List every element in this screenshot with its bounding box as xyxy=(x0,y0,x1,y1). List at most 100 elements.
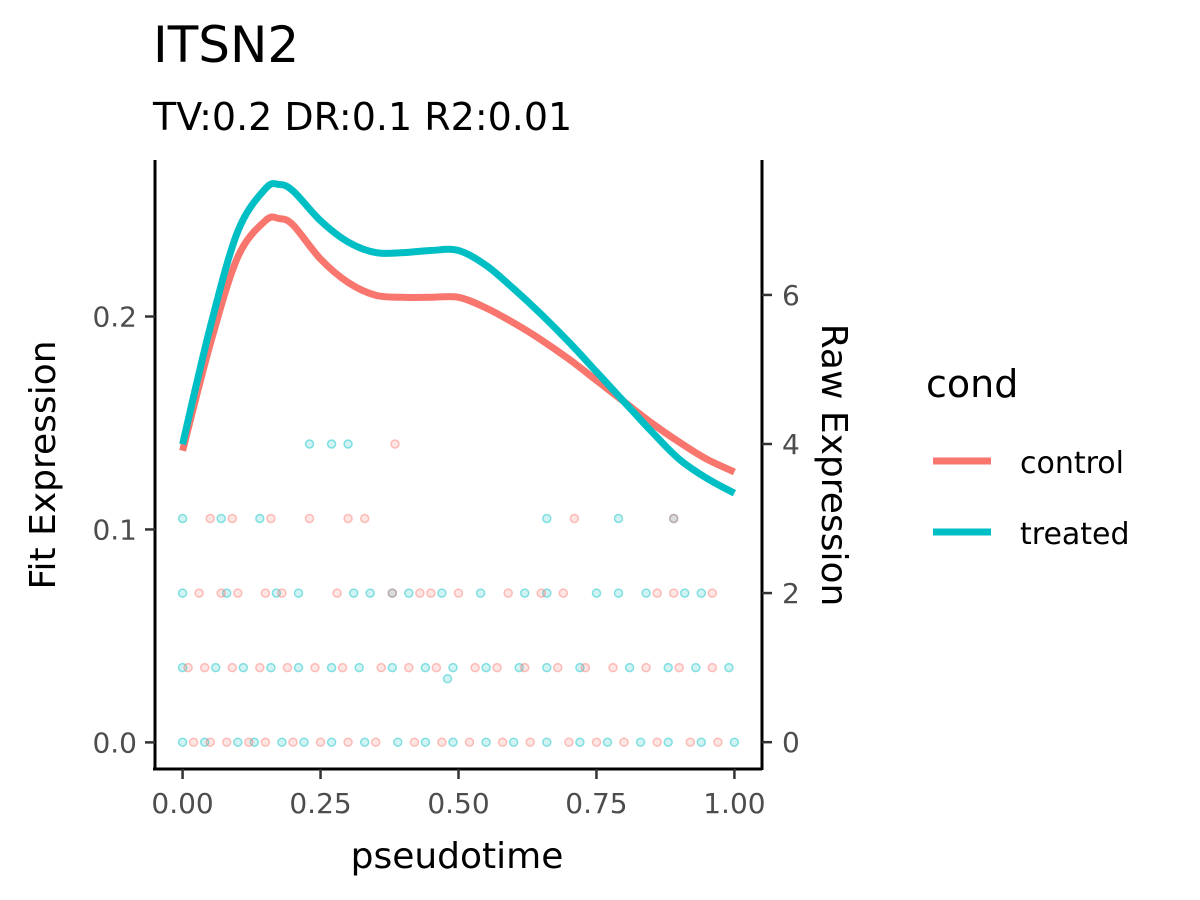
raw-point-treated xyxy=(602,737,613,747)
raw-point-treated xyxy=(326,439,337,449)
raw-point-treated xyxy=(365,588,375,598)
raw-point-control xyxy=(288,737,298,747)
raw-point-treated xyxy=(448,662,458,673)
raw-point-control xyxy=(707,588,718,598)
raw-point-treated xyxy=(448,737,458,747)
raw-point-control xyxy=(503,588,513,598)
raw-point-control xyxy=(227,662,238,673)
raw-point-treated xyxy=(387,662,398,673)
raw-point-control xyxy=(608,662,618,673)
raw-point-treated xyxy=(613,513,624,524)
raw-point-control xyxy=(426,588,436,598)
raw-point-control xyxy=(304,513,315,524)
raw-point-treated xyxy=(326,662,337,673)
fit-lines xyxy=(179,180,737,497)
raw-point-control xyxy=(536,588,547,598)
raw-point-control xyxy=(359,513,370,524)
raw-point-treated xyxy=(663,662,673,673)
x-tick-label: 0.50 xyxy=(427,787,489,820)
raw-point-treated xyxy=(277,737,287,747)
fit-line-treated xyxy=(179,180,737,497)
x-tick-label: 0.25 xyxy=(289,787,351,820)
raw-point-control xyxy=(205,737,215,747)
raw-point-control xyxy=(453,588,464,598)
raw-point-treated xyxy=(304,439,315,449)
raw-point-treated xyxy=(442,674,453,684)
raw-point-treated xyxy=(575,662,585,673)
raw-point-treated xyxy=(691,662,701,673)
raw-point-control xyxy=(619,737,629,747)
raw-point-treated xyxy=(514,662,524,673)
raw-point-treated xyxy=(519,588,530,598)
raw-point-control xyxy=(558,588,569,598)
raw-point-treated xyxy=(299,737,309,747)
raw-point-control xyxy=(668,588,679,598)
raw-point-treated xyxy=(293,662,304,673)
chart-title: ITSN2 xyxy=(153,16,299,74)
raw-point-control xyxy=(260,737,271,747)
raw-point-treated xyxy=(393,737,403,747)
legend-label-control: control xyxy=(1020,446,1124,481)
raw-point-treated xyxy=(481,737,491,747)
x-tick-label: 0.00 xyxy=(151,787,213,820)
raw-point-control xyxy=(685,737,696,747)
x-tick-label: 0.75 xyxy=(565,787,627,820)
raw-point-treated xyxy=(542,737,552,747)
raw-point-treated xyxy=(663,737,673,747)
raw-point-treated xyxy=(216,513,226,524)
raw-point-control xyxy=(525,737,535,747)
raw-point-treated xyxy=(542,662,552,673)
raw-point-control xyxy=(188,737,199,747)
legend-label-treated: treated xyxy=(1020,517,1130,552)
raw-points xyxy=(177,439,740,747)
raw-point-control xyxy=(260,588,271,598)
raw-point-control xyxy=(464,737,475,747)
axis-ticks: 0.00 0.25 0.50 0.75 1.00 0.0 0.1 0.2 0 2 4 6 xyxy=(92,279,799,820)
raw-point-control xyxy=(343,737,353,747)
raw-point-treated xyxy=(249,737,260,747)
raw-point-treated xyxy=(696,588,707,598)
y2-tick-label: 2 xyxy=(782,577,800,610)
raw-point-control xyxy=(409,737,420,747)
raw-point-control xyxy=(227,513,238,524)
raw-point-control xyxy=(707,662,718,673)
raw-point-treated xyxy=(238,662,249,673)
y-tick-label: 0.0 xyxy=(92,726,137,759)
y2-axis-label: Raw Expression xyxy=(813,324,854,607)
raw-point-control xyxy=(497,737,508,747)
raw-point-treated xyxy=(177,588,188,598)
raw-point-control xyxy=(668,513,679,524)
raw-point-control xyxy=(255,662,265,673)
raw-point-control xyxy=(233,588,243,598)
y-tick-label: 0.2 xyxy=(92,301,137,334)
raw-point-control xyxy=(641,662,651,673)
x-axis-label: pseudotime xyxy=(351,836,564,877)
raw-point-treated xyxy=(635,737,646,747)
raw-point-treated xyxy=(729,737,740,747)
raw-point-control xyxy=(183,662,193,673)
raw-point-control xyxy=(370,737,381,747)
raw-point-control xyxy=(415,588,425,598)
raw-point-control xyxy=(216,588,226,598)
y2-tick-label: 4 xyxy=(782,428,800,461)
raw-point-control xyxy=(437,737,447,747)
raw-point-treated xyxy=(177,737,188,747)
raw-point-treated xyxy=(475,588,486,598)
raw-point-treated xyxy=(724,662,734,673)
raw-point-treated xyxy=(266,662,276,673)
raw-point-treated xyxy=(210,662,221,673)
raw-point-control xyxy=(652,737,662,747)
raw-point-treated xyxy=(624,662,635,673)
raw-point-control xyxy=(205,513,215,524)
y-axis-label: Fit Expression xyxy=(23,340,64,589)
raw-point-treated xyxy=(326,737,337,747)
raw-point-treated xyxy=(177,662,188,673)
raw-point-treated xyxy=(508,737,519,747)
raw-point-control xyxy=(387,588,398,598)
raw-point-control xyxy=(310,662,320,673)
raw-point-treated xyxy=(387,588,398,598)
raw-point-treated xyxy=(293,588,304,598)
raw-point-treated xyxy=(255,513,265,524)
raw-point-control xyxy=(431,662,442,673)
raw-point-treated xyxy=(359,737,370,747)
